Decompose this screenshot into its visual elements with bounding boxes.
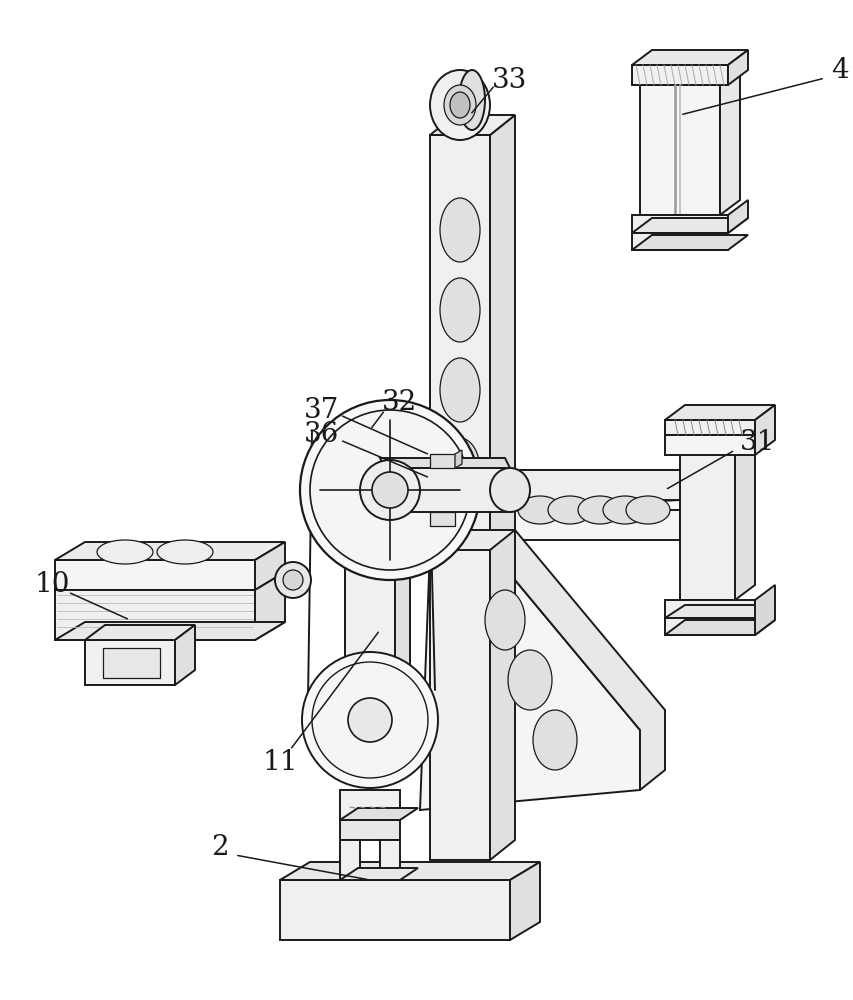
Ellipse shape (157, 540, 212, 564)
Polygon shape (639, 85, 719, 215)
Text: 4: 4 (830, 57, 848, 84)
Polygon shape (85, 640, 175, 685)
Polygon shape (255, 542, 285, 590)
Ellipse shape (518, 496, 561, 524)
Polygon shape (679, 450, 734, 600)
Text: 10: 10 (34, 572, 70, 598)
Ellipse shape (577, 496, 621, 524)
Ellipse shape (430, 70, 490, 140)
Ellipse shape (532, 710, 577, 770)
Ellipse shape (347, 698, 392, 742)
Text: 33: 33 (492, 67, 527, 94)
Polygon shape (631, 218, 747, 233)
Polygon shape (280, 862, 539, 880)
Ellipse shape (508, 650, 551, 710)
Polygon shape (55, 560, 255, 590)
Ellipse shape (625, 496, 670, 524)
Polygon shape (430, 510, 679, 540)
Ellipse shape (450, 92, 469, 118)
Polygon shape (339, 840, 360, 880)
Text: 2: 2 (211, 834, 229, 861)
Ellipse shape (439, 278, 479, 342)
Polygon shape (754, 585, 774, 635)
Polygon shape (430, 512, 455, 526)
Polygon shape (420, 550, 639, 810)
Ellipse shape (311, 662, 427, 778)
Polygon shape (385, 468, 509, 512)
Polygon shape (664, 605, 774, 618)
Polygon shape (664, 420, 754, 435)
Polygon shape (55, 542, 285, 560)
Polygon shape (490, 470, 705, 500)
Polygon shape (85, 625, 194, 640)
Polygon shape (664, 435, 754, 455)
Ellipse shape (372, 472, 408, 508)
Polygon shape (664, 405, 774, 420)
Polygon shape (339, 808, 417, 820)
Polygon shape (255, 572, 285, 640)
Polygon shape (380, 840, 399, 880)
Ellipse shape (548, 496, 591, 524)
Polygon shape (734, 435, 754, 600)
Ellipse shape (299, 400, 479, 580)
Polygon shape (664, 620, 774, 635)
Polygon shape (631, 235, 747, 250)
Ellipse shape (485, 590, 525, 650)
Polygon shape (754, 405, 774, 455)
Ellipse shape (360, 460, 420, 520)
Polygon shape (631, 233, 727, 250)
Ellipse shape (439, 358, 479, 422)
Polygon shape (664, 618, 754, 635)
Polygon shape (430, 115, 514, 135)
Polygon shape (631, 65, 727, 85)
Polygon shape (631, 50, 747, 65)
Ellipse shape (310, 410, 469, 570)
Ellipse shape (275, 562, 310, 598)
Text: 36: 36 (304, 422, 339, 448)
Ellipse shape (439, 198, 479, 262)
Text: 37: 37 (304, 396, 339, 424)
Ellipse shape (97, 540, 153, 564)
Ellipse shape (490, 468, 530, 512)
Polygon shape (727, 50, 747, 85)
Polygon shape (679, 435, 754, 450)
Polygon shape (339, 868, 417, 880)
Text: 11: 11 (262, 748, 298, 776)
Polygon shape (55, 622, 285, 640)
Polygon shape (339, 790, 399, 820)
Ellipse shape (444, 85, 475, 125)
Ellipse shape (439, 438, 479, 502)
Polygon shape (280, 880, 509, 940)
Polygon shape (490, 470, 679, 510)
Polygon shape (339, 820, 399, 840)
Ellipse shape (282, 570, 303, 590)
Polygon shape (490, 115, 514, 860)
Ellipse shape (458, 70, 485, 130)
Polygon shape (395, 410, 409, 770)
Polygon shape (345, 420, 395, 770)
Polygon shape (727, 200, 747, 233)
Polygon shape (103, 648, 160, 678)
Ellipse shape (602, 496, 647, 524)
Polygon shape (664, 600, 754, 618)
Text: 31: 31 (740, 430, 775, 456)
Polygon shape (380, 458, 509, 468)
Polygon shape (430, 135, 490, 860)
Polygon shape (175, 625, 194, 685)
Polygon shape (430, 454, 455, 468)
Ellipse shape (302, 652, 438, 788)
Polygon shape (455, 450, 461, 468)
Polygon shape (55, 590, 255, 640)
Text: 32: 32 (382, 388, 417, 416)
Polygon shape (719, 70, 740, 215)
Polygon shape (430, 530, 514, 550)
Polygon shape (631, 215, 727, 233)
Polygon shape (509, 862, 539, 940)
Polygon shape (490, 530, 664, 790)
